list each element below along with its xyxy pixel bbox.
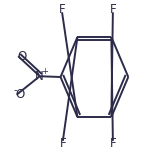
Text: +: +: [41, 67, 48, 76]
Text: F: F: [109, 138, 116, 150]
Text: F: F: [109, 3, 116, 16]
Text: F: F: [60, 138, 66, 150]
Text: O: O: [17, 50, 26, 63]
Text: F: F: [59, 3, 65, 16]
Text: O: O: [15, 88, 25, 101]
Text: -: -: [13, 85, 17, 95]
Text: N: N: [35, 70, 44, 83]
